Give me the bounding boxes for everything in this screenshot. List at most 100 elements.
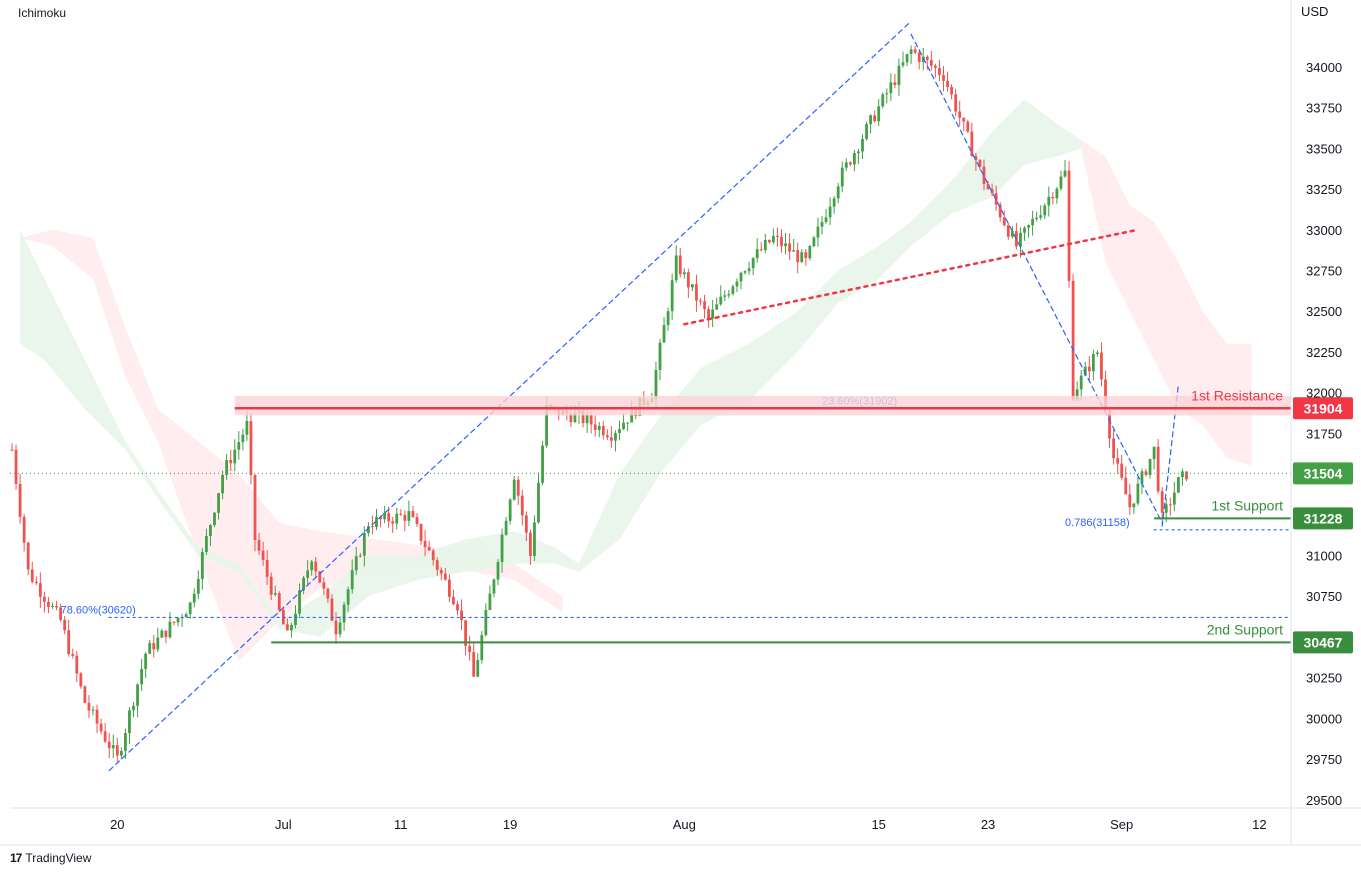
candle-body (172, 621, 176, 623)
candle-body (200, 552, 204, 580)
y-tick-label: 31000 (1306, 549, 1342, 564)
x-tick-label: 11 (394, 817, 408, 832)
candle-body (816, 226, 820, 238)
candle-body (751, 258, 755, 269)
candle-body (423, 540, 427, 547)
candle-body (338, 622, 342, 635)
candle-body (111, 745, 115, 749)
candle-body (626, 422, 629, 424)
candle-body (820, 222, 824, 227)
candle-body (164, 630, 168, 638)
candle-body (901, 62, 905, 66)
candle-body (310, 561, 314, 571)
candle-body (399, 513, 403, 515)
candle-body (480, 635, 484, 661)
candle-body (1067, 170, 1071, 281)
candle-body (144, 653, 148, 670)
y-tick-label: 32000 (1306, 386, 1342, 401)
x-tick-label: Sep (1110, 817, 1133, 832)
candle-body (217, 493, 220, 513)
candle-body (893, 82, 897, 85)
candle-body (59, 607, 62, 620)
candle-body (496, 562, 500, 580)
tradingview-attribution[interactable]: 17 TradingView (10, 851, 91, 865)
candle-body (832, 198, 836, 207)
candle-body (265, 559, 269, 577)
level-price-tag-0 (1293, 397, 1353, 420)
candle-body (533, 522, 536, 557)
candle-body (298, 590, 301, 614)
candle-body (743, 271, 747, 273)
ichimoku-cloud (20, 99, 1252, 662)
level-price-text-0: 31904 (1304, 400, 1343, 416)
level-price-tag-1 (1293, 507, 1353, 530)
candle-body (1079, 375, 1083, 390)
level-price-text-1: 31228 (1304, 510, 1343, 526)
y-tick-label: 33250 (1306, 182, 1342, 197)
indicator-label: Ichimoku (18, 6, 67, 20)
candle-body (83, 686, 87, 703)
candle-body (229, 459, 233, 464)
candle-body (731, 286, 735, 294)
candle-body (1112, 438, 1115, 459)
candle-body (929, 59, 933, 66)
candle-body (464, 620, 467, 646)
candle-body (739, 272, 743, 282)
trend-line-0 (108, 20, 912, 772)
candle-body (439, 569, 443, 574)
candle-body (26, 542, 30, 570)
candle-body (1120, 463, 1124, 478)
candle-body (188, 602, 192, 615)
candle-body (958, 111, 962, 118)
candle-body (658, 342, 662, 370)
candle-body (1035, 217, 1039, 219)
candle-body (221, 474, 224, 494)
candle-body (1039, 215, 1043, 218)
candle-body (905, 53, 909, 63)
candle-body (524, 515, 528, 533)
candle-body (1140, 471, 1144, 484)
candle-body (589, 415, 593, 425)
candle-body (484, 610, 488, 636)
candle-body (767, 240, 771, 243)
candle-body (848, 162, 852, 165)
last-price-tag (1293, 462, 1353, 485)
candle-body (156, 637, 160, 650)
candle-body (808, 246, 812, 259)
candle-body (921, 56, 925, 62)
candle-body (205, 536, 208, 553)
candle-body (119, 750, 123, 756)
candle-body (302, 577, 305, 591)
candle-body (225, 459, 229, 475)
candle-body (1019, 232, 1022, 247)
candle-body (707, 309, 710, 319)
candle-body (1148, 459, 1152, 475)
candle-body (415, 516, 419, 525)
candle-body (966, 121, 970, 132)
candle-body (719, 296, 723, 305)
candle-body (1104, 379, 1107, 411)
candle-body (946, 80, 949, 88)
tradingview-logo-icon: 17 (10, 851, 22, 865)
candle-body (699, 300, 702, 302)
candle-body (1083, 366, 1087, 376)
candle-body (605, 435, 609, 438)
candle-body (350, 570, 354, 590)
candle-body (800, 252, 804, 263)
level-price-tag-2 (1293, 631, 1353, 654)
candle-body (342, 604, 346, 623)
candle-body (427, 546, 431, 551)
candle-body (1156, 446, 1160, 492)
candle-body (618, 429, 621, 433)
candle-body (403, 514, 407, 521)
candle-body (14, 449, 18, 484)
candle-body (1002, 217, 1006, 226)
y-tick-label: 29500 (1306, 793, 1342, 808)
candle-body (674, 255, 678, 281)
candle-body (913, 49, 917, 53)
candle-body (885, 93, 889, 95)
candle-body (379, 517, 382, 520)
brand-name: TradingView (25, 851, 92, 865)
candle-body (460, 610, 463, 621)
